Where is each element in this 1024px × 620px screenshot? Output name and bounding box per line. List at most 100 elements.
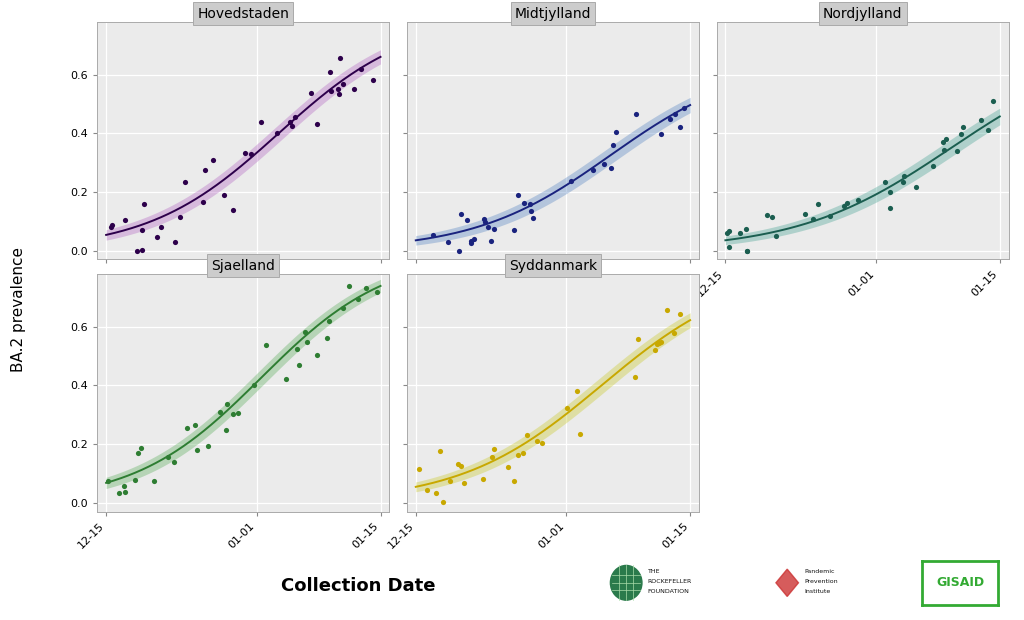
Point [319,333,336,343]
Point [196,197,212,206]
Point [130,448,146,458]
Point [297,327,313,337]
Point [230,408,247,418]
Point [166,456,182,466]
Point [99,476,116,485]
Point [352,64,369,74]
Point [330,84,346,94]
Point [133,246,150,255]
Point [253,117,269,127]
Point [198,165,214,175]
Point [676,104,692,113]
Point [289,344,305,354]
Polygon shape [776,569,799,596]
Point [662,115,678,125]
Point [212,407,228,417]
Point [518,430,535,440]
Point [456,478,472,488]
Text: GISAID: GISAID [936,577,984,589]
Point [103,222,120,232]
Title: Sjaelland: Sjaelland [211,259,275,273]
Point [738,246,755,255]
Point [358,283,375,293]
Text: ROCKEFELLER: ROCKEFELLER [647,579,692,584]
Point [980,125,996,135]
Point [647,345,664,355]
Point [908,182,925,192]
Point [189,445,206,455]
Point [451,246,467,255]
Point [568,386,585,396]
Point [510,190,526,200]
Point [667,108,683,118]
Point [882,203,898,213]
Point [224,409,241,419]
Point [836,201,852,211]
Point [605,140,622,149]
Point [146,476,163,485]
Title: Hovedstaden: Hovedstaden [198,7,289,20]
Point [200,441,216,451]
Point [350,294,367,304]
Point [877,177,893,187]
Circle shape [610,565,642,600]
Point [935,138,951,148]
Point [466,234,482,244]
Point [282,117,298,127]
Point [797,209,813,219]
Text: Collection Date: Collection Date [282,577,435,595]
Point [721,226,737,236]
Point [150,232,166,242]
Point [160,452,176,462]
Title: Syddanmark: Syddanmark [509,259,597,273]
Point [953,129,970,139]
Point [299,337,315,347]
Point [278,374,294,384]
Point [627,372,643,382]
Point [268,128,285,138]
Point [926,161,942,171]
Point [167,237,183,247]
Point [323,86,339,95]
Point [454,461,470,471]
Point [948,146,965,156]
Point [291,360,307,370]
Text: Prevention: Prevention [804,579,838,584]
Point [732,228,749,237]
Point [768,231,784,241]
Point [648,339,665,348]
Point [821,211,838,221]
Point [103,220,120,230]
Point [321,316,337,326]
Point [659,305,676,315]
Point [805,214,821,224]
Point [810,200,826,210]
Point [759,210,775,220]
Point [850,195,866,205]
Point [607,127,624,137]
Point [340,281,356,291]
Point [322,66,338,76]
Point [506,476,522,485]
Point [217,425,233,435]
Point [585,166,601,175]
Point [132,443,148,453]
Point [509,450,525,460]
Point [476,217,493,227]
Point [571,430,588,440]
Point [672,309,688,319]
Point [428,488,444,498]
Point [630,334,646,344]
Point [485,445,502,454]
Title: Nordjylland: Nordjylland [823,7,902,20]
Point [308,350,325,360]
Point [985,96,1001,106]
Point [515,448,531,458]
Point [136,199,153,209]
Point [218,399,234,409]
Text: Pandemic: Pandemic [804,569,835,574]
Point [366,75,382,85]
Point [287,112,303,122]
Point [895,177,911,187]
Text: BA.2 prevalence: BA.2 prevalence [11,247,26,373]
